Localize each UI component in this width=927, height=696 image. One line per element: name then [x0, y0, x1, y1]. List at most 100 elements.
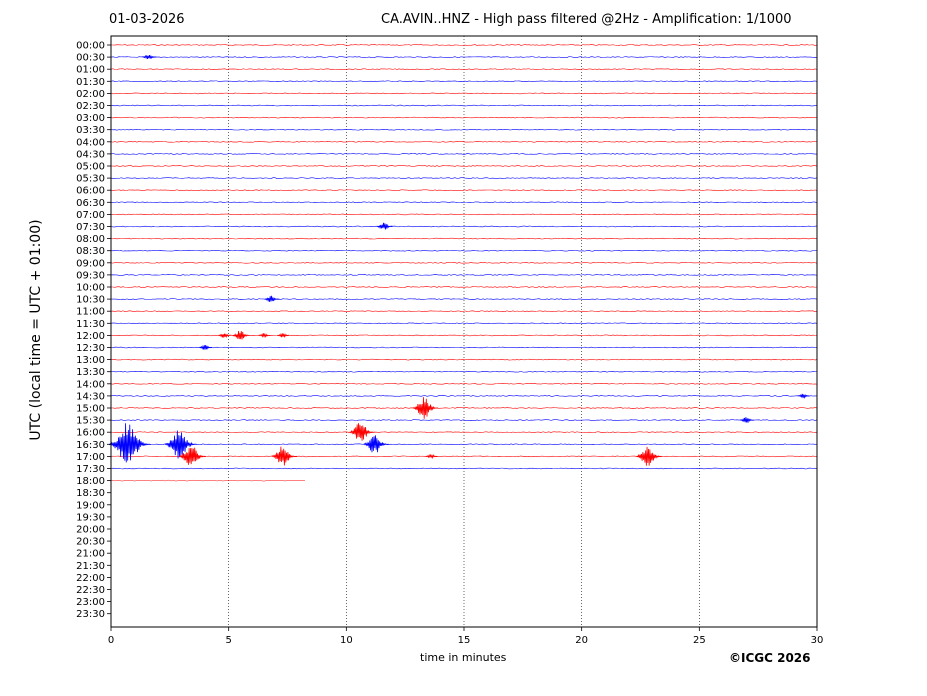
y-tick-label: 00:00 [76, 41, 105, 52]
trace-0330 [110, 128, 818, 131]
y-tick-label: 17:30 [76, 464, 105, 475]
event-1230-4 [199, 344, 213, 350]
seismic-traces [110, 44, 818, 482]
y-tick-label: 11:00 [76, 307, 105, 318]
trace-0300 [110, 116, 818, 119]
y-tick-label: 19:00 [76, 500, 105, 511]
y-axis: 00:0000:3001:0001:3002:0002:3003:0003:30… [76, 41, 111, 620]
y-tick-label: 19:30 [76, 512, 105, 523]
x-axis-label: time in minutes [420, 651, 507, 664]
y-tick-label: 11:30 [76, 319, 105, 330]
y-tick-label: 03:00 [76, 113, 105, 124]
y-tick-label: 09:30 [76, 270, 105, 281]
x-tick-label: 5 [225, 635, 231, 646]
grid-lines [228, 36, 700, 627]
event-1200-4.8 [218, 333, 231, 339]
y-tick-label: 13:00 [76, 355, 105, 366]
y-axis-label-text: UTC (local time = UTC + 01:00) [28, 219, 44, 441]
trace-1100 [110, 310, 818, 312]
x-tick-label: 10 [340, 635, 353, 646]
y-tick-label: 14:00 [76, 379, 105, 390]
trace-1330 [110, 370, 818, 373]
y-tick-label: 15:30 [76, 416, 105, 427]
trace-0000 [110, 44, 818, 46]
trace-0430 [110, 153, 818, 155]
y-tick-label: 08:30 [76, 246, 105, 257]
y-tick-label: 20:00 [76, 525, 105, 536]
y-tick-label: 20:30 [76, 537, 105, 548]
x-tick-label: 30 [811, 635, 824, 646]
trace-1500 [110, 407, 818, 409]
trace-1600 [110, 431, 818, 433]
trace-1400 [110, 383, 818, 385]
trace-1630 [110, 443, 818, 446]
y-tick-label: 06:00 [76, 186, 105, 197]
y-tick-label: 16:00 [76, 428, 105, 439]
y-tick-label: 14:30 [76, 391, 105, 402]
event-1700-3.4 [179, 447, 206, 465]
y-tick-label: 23:30 [76, 609, 105, 620]
trace-1200 [110, 334, 818, 337]
trace-0900 [110, 262, 818, 264]
trace-0600 [110, 189, 818, 191]
y-tick-label: 08:00 [76, 234, 105, 245]
copyright-label: ©ICGC 2026 [729, 651, 811, 665]
event-1030-6.8 [264, 295, 280, 303]
trace-1230 [110, 346, 818, 349]
trace-0200 [110, 92, 818, 95]
event-1600-10.6 [349, 423, 375, 441]
x-tick-label: 25 [693, 635, 706, 646]
trace-0230 [110, 104, 818, 107]
trace-1730 [110, 467, 818, 470]
trace-1800 [110, 479, 306, 482]
y-tick-label: 04:30 [76, 149, 105, 160]
trace-1030 [110, 298, 818, 300]
trace-0400 [110, 141, 818, 143]
y-tick-label: 16:30 [76, 440, 105, 451]
y-tick-label: 10:30 [76, 295, 105, 306]
trace-0800 [110, 237, 818, 240]
trace-0100 [110, 68, 818, 70]
trace-0630 [110, 201, 818, 204]
trace-0030 [110, 56, 818, 58]
event-1630-11.2 [363, 435, 389, 453]
y-tick-label: 12:00 [76, 331, 105, 342]
event-1200-7.3 [277, 332, 290, 339]
y-tick-label: 02:00 [76, 89, 105, 100]
y-tick-label: 01:30 [76, 77, 105, 88]
y-tick-label: 07:30 [76, 222, 105, 233]
chart-title: CA.AVIN..HNZ - High pass filtered @2Hz -… [381, 12, 792, 27]
event-0030-1.6 [142, 54, 157, 60]
trace-1430 [110, 395, 818, 397]
trace-0700 [110, 213, 818, 216]
trace-1000 [110, 286, 818, 288]
trace-0530 [110, 177, 818, 179]
y-tick-label: 21:30 [76, 561, 105, 572]
trace-0830 [110, 249, 818, 252]
x-tick-label: 20 [575, 635, 588, 646]
event-1500-13.3 [412, 397, 439, 419]
x-tick-label: 0 [108, 635, 114, 646]
y-tick-label: 00:30 [76, 53, 105, 64]
y-tick-label: 02:30 [76, 101, 105, 112]
event-1630-0.7 [109, 423, 151, 463]
y-tick-label: 12:30 [76, 343, 105, 354]
y-tick-label: 03:30 [76, 125, 105, 136]
y-tick-label: 18:30 [76, 488, 105, 499]
y-tick-label: 10:00 [76, 283, 105, 294]
x-axis: 0 5 10 15 20 25 30 [108, 627, 824, 646]
y-tick-label: 05:30 [76, 174, 105, 185]
y-tick-label: 09:00 [76, 258, 105, 269]
y-tick-label: 22:00 [76, 573, 105, 584]
event-1200-5.5 [232, 330, 250, 340]
y-tick-label: 01:00 [76, 65, 105, 76]
x-tick-label: 15 [458, 635, 471, 646]
trace-1530 [110, 419, 818, 421]
y-tick-label: 22:30 [76, 585, 105, 596]
y-tick-label: 15:00 [76, 404, 105, 415]
event-1430-29.4 [797, 393, 810, 399]
plot-frame [110, 35, 818, 628]
event-1530-27 [740, 417, 755, 423]
y-tick-label: 17:00 [76, 452, 105, 463]
